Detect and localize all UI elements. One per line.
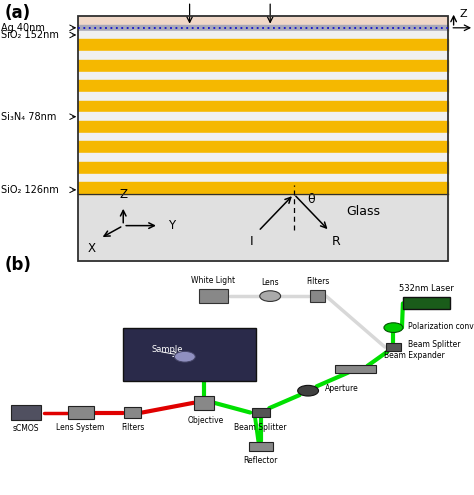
Bar — [78, 133, 448, 142]
Bar — [386, 343, 401, 351]
Bar — [78, 16, 448, 261]
Bar — [78, 121, 448, 133]
Bar — [78, 142, 448, 153]
Text: SiO₂ 152nm: SiO₂ 152nm — [1, 30, 59, 40]
Bar — [11, 405, 42, 420]
Text: Objective: Objective — [188, 416, 224, 425]
Bar — [403, 297, 450, 309]
Bar — [78, 39, 448, 51]
Text: (b): (b) — [5, 256, 32, 274]
Text: (a): (a) — [5, 4, 31, 22]
Text: 532nm Laser: 532nm Laser — [399, 284, 454, 293]
Bar — [78, 51, 448, 60]
Bar — [336, 365, 375, 373]
Bar — [199, 289, 228, 303]
Text: Ag 40nm: Ag 40nm — [1, 23, 45, 33]
Text: I: I — [249, 235, 253, 248]
Text: Glass: Glass — [346, 205, 380, 218]
Text: X: X — [88, 242, 96, 254]
Text: Aperture: Aperture — [325, 384, 358, 393]
Text: Z: Z — [459, 9, 467, 19]
Bar — [310, 290, 325, 302]
Text: Beam Expander: Beam Expander — [384, 351, 445, 360]
Text: Si₃N₄ 78nm: Si₃N₄ 78nm — [1, 112, 56, 122]
Text: SiO₂ 126nm: SiO₂ 126nm — [1, 185, 59, 195]
Bar — [78, 112, 448, 121]
Bar — [78, 182, 448, 194]
Bar — [78, 153, 448, 162]
Circle shape — [260, 291, 281, 301]
Bar — [78, 174, 448, 182]
Text: Beam Splitter: Beam Splitter — [408, 340, 460, 349]
Text: Sample: Sample — [152, 345, 183, 354]
Bar — [78, 72, 448, 80]
Circle shape — [384, 323, 403, 333]
Bar — [78, 162, 448, 174]
Text: Y: Y — [168, 219, 175, 232]
Bar — [194, 396, 214, 409]
Text: Reflector: Reflector — [244, 456, 278, 465]
Bar — [78, 92, 448, 100]
Bar — [123, 328, 256, 381]
Text: Polarization converter: Polarization converter — [408, 322, 474, 331]
Text: R: R — [332, 235, 341, 248]
Circle shape — [298, 386, 319, 396]
Bar — [67, 406, 94, 419]
Text: Lens System: Lens System — [56, 423, 105, 433]
Bar — [249, 442, 273, 451]
Text: Filters: Filters — [306, 277, 329, 286]
Text: Filters: Filters — [121, 423, 145, 432]
Text: θ: θ — [307, 193, 315, 205]
Text: Z: Z — [119, 188, 127, 201]
Bar — [78, 100, 448, 112]
Bar — [78, 60, 448, 72]
Text: Piezoelectric platform: Piezoelectric platform — [144, 314, 236, 323]
Bar — [124, 407, 141, 418]
Bar — [78, 31, 448, 39]
Text: sCMOS: sCMOS — [13, 424, 39, 433]
Bar — [78, 16, 448, 25]
Bar — [78, 80, 448, 92]
Bar — [78, 194, 448, 261]
Bar — [252, 408, 270, 417]
Bar — [78, 25, 448, 31]
Circle shape — [174, 351, 195, 362]
Text: Lens: Lens — [261, 278, 279, 287]
Text: Beam Splitter: Beam Splitter — [235, 423, 287, 433]
Text: White Light: White Light — [191, 276, 236, 285]
